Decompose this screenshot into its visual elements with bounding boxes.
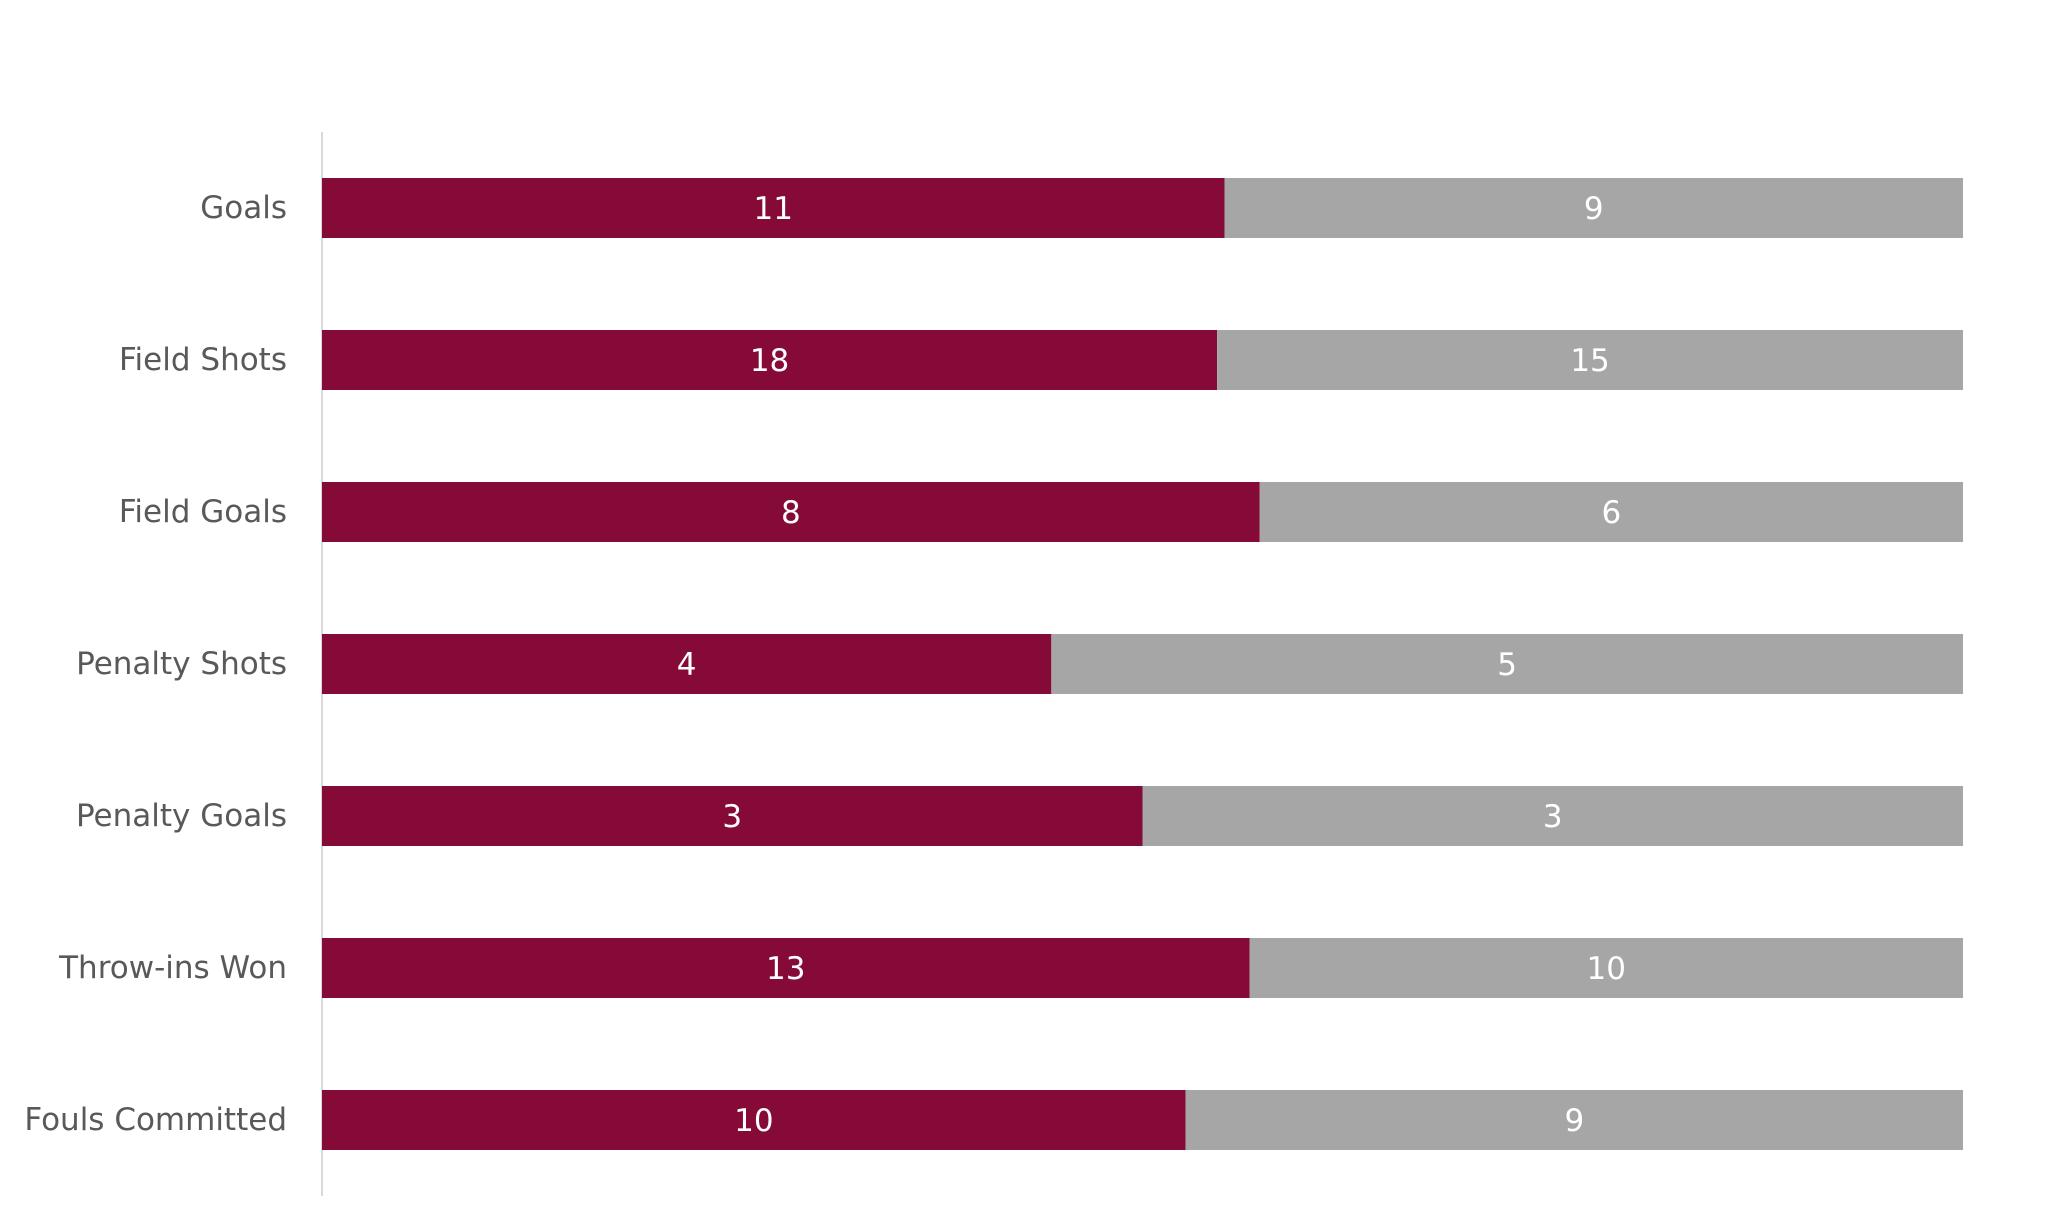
category-label: Fouls Committed [24,1102,287,1138]
bar-segment [1051,634,1963,694]
category-label: Field Shots [119,342,287,378]
bar-segment [322,938,1250,998]
bar-value-label: 13 [766,951,805,987]
category-labels: Goals Field Shots Field Goals Penalty Shots… [24,190,287,1138]
bar-segment [322,634,1052,694]
bar-segment [1185,1090,1963,1150]
bar-value-label: 8 [781,495,801,531]
category-label: Penalty Goals [76,798,287,834]
bar-value-label: 10 [734,1103,773,1139]
bar-value-label: 9 [1564,1103,1584,1139]
bar-value-label: 4 [677,647,697,683]
bar-segment [1259,482,1963,542]
category-label: Throw-ins Won [58,950,287,986]
bar-segment [322,178,1225,238]
bar-value-label: 3 [722,799,742,835]
category-label: Penalty Shots [76,646,287,682]
bar-segment [322,786,1143,846]
category-label: Field Goals [119,494,287,530]
bar-segment [1217,330,1963,390]
bar-segment [322,330,1218,390]
bar-value-label: 18 [750,343,789,379]
bar-value-label: 15 [1570,343,1609,379]
bars [322,178,1963,1150]
bar-segment [322,482,1260,542]
bar-value-label: 5 [1497,647,1517,683]
bar-segment [322,1090,1186,1150]
bar-value-label: 9 [1584,191,1604,227]
bar-value-label: 10 [1587,951,1626,987]
bar-segment [1224,178,1963,238]
value-labels: 11 9 18 15 8 6 4 5 3 3 13 10 10 9 [677,191,1626,1139]
bar-value-label: 6 [1601,495,1621,531]
category-label: Goals [200,190,287,226]
bar-segment [1249,938,1963,998]
bar-value-label: 11 [754,191,793,227]
bar-segment [1142,786,1963,846]
bar-value-label: 3 [1543,799,1563,835]
